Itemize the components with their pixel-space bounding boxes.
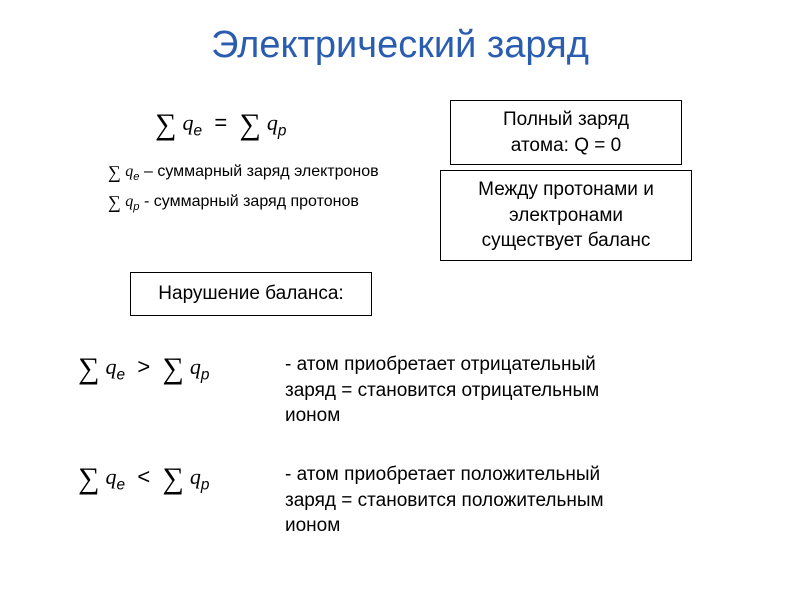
box-total-charge: Полный заряд атома: Q = 0 [450,100,682,165]
inequality-greater: ∑ qe > ∑ qp [78,352,209,386]
box-balance: Между протонами и электронами существует… [440,170,692,261]
equation-main: ∑ qe = ∑ qp [155,108,286,142]
slide-title: Электрический заряд [0,0,800,67]
slide: Электрический заряд ∑ qe = ∑ qp ∑ qe – с… [0,0,800,600]
bullet-negative-ion: - атом приобретает отрицательный заряд =… [285,352,715,429]
definition-qp: ∑ qp - суммарный заряд протонов [108,192,359,213]
box-violation: Нарушение баланса: [130,272,372,316]
bullet-positive-ion: - атом приобретает положительный заряд =… [285,462,715,539]
definition-qe: ∑ qe – суммарный заряд электронов [108,162,379,183]
inequality-less: ∑ qe < ∑ qp [78,462,209,496]
